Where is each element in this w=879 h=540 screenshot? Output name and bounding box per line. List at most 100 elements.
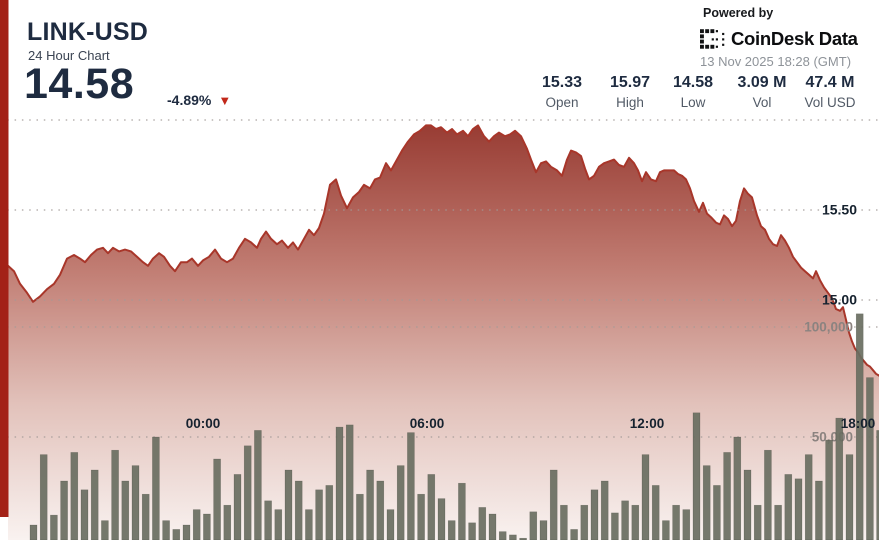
volume-bar bbox=[662, 520, 670, 540]
volume-bar bbox=[733, 436, 742, 540]
stat-label: High bbox=[616, 95, 644, 110]
stat-label: Vol bbox=[752, 95, 772, 110]
left-accent-bar bbox=[0, 0, 9, 517]
volume-bar bbox=[121, 480, 130, 540]
volume-bar bbox=[213, 458, 221, 540]
volume-bar bbox=[356, 493, 364, 540]
stat-value: 47.4 M bbox=[805, 74, 855, 91]
down-triangle-icon: ▼ bbox=[218, 92, 232, 108]
volume-bar bbox=[223, 504, 232, 540]
stat-value: 15.33 bbox=[541, 74, 583, 91]
volume-bar bbox=[784, 474, 793, 540]
volume-bar bbox=[111, 449, 119, 540]
volume-bar bbox=[315, 489, 323, 540]
volume-bar bbox=[243, 445, 252, 540]
volume-bar bbox=[407, 432, 415, 540]
volume-bar bbox=[162, 520, 170, 540]
volume-bar bbox=[386, 509, 395, 540]
volume-bar bbox=[39, 454, 48, 540]
volume-bar bbox=[345, 424, 354, 540]
volume-bar bbox=[50, 514, 58, 540]
volume-bar bbox=[876, 430, 879, 540]
volume-bar bbox=[468, 522, 476, 540]
price-line bbox=[7, 124, 879, 377]
volume-bar bbox=[90, 469, 99, 540]
volume-bar bbox=[570, 529, 578, 540]
current-price: 14.58 bbox=[24, 60, 135, 108]
volume-bar bbox=[141, 493, 150, 540]
volume-bar bbox=[192, 509, 201, 540]
volume-bar bbox=[498, 531, 507, 540]
volume-bar bbox=[264, 500, 272, 540]
stat-open: 15.33 Open bbox=[542, 74, 582, 110]
volume-bar bbox=[458, 482, 466, 540]
volume-bar bbox=[29, 524, 38, 540]
volume-bar bbox=[529, 511, 538, 540]
volume-bar bbox=[590, 489, 599, 540]
change-percent: -4.89% bbox=[167, 92, 212, 108]
volume-bar bbox=[437, 498, 446, 540]
stat-label: Vol USD bbox=[804, 95, 856, 110]
volume-bar bbox=[366, 469, 374, 540]
volume-bar bbox=[60, 480, 68, 540]
chart-subtitle: 24 Hour Chart bbox=[28, 48, 110, 63]
volume-bar bbox=[835, 417, 844, 540]
volume-bar bbox=[713, 485, 721, 540]
coindesk-brand: CoinDesk Data bbox=[700, 28, 858, 50]
volume-bar bbox=[233, 474, 242, 540]
volume-bar bbox=[325, 485, 334, 540]
stat-high: 15.97 High bbox=[610, 74, 650, 110]
volume-bar bbox=[672, 504, 680, 540]
stat-low: 14.58 Low bbox=[673, 74, 713, 110]
volume-bar bbox=[417, 493, 425, 540]
volume-bar bbox=[182, 524, 191, 540]
volume-bar bbox=[131, 465, 140, 540]
volume-bar bbox=[203, 513, 211, 540]
volume-axis-label: 100,000 bbox=[804, 320, 853, 335]
volume-bar bbox=[509, 534, 517, 540]
volume-bar bbox=[284, 469, 293, 540]
volume-bar bbox=[631, 504, 640, 540]
time-axis-label: 00:00 bbox=[186, 416, 221, 431]
volume-bar bbox=[794, 478, 803, 540]
price-axis-label: 15.00 bbox=[822, 292, 857, 308]
volume-bar bbox=[682, 509, 691, 540]
volume-bar bbox=[488, 513, 497, 540]
powered-by-label: Powered by bbox=[703, 6, 774, 20]
volume-bar bbox=[753, 504, 762, 540]
volume-bar bbox=[172, 529, 181, 540]
volume-bar bbox=[702, 465, 711, 540]
volume-bar bbox=[101, 520, 109, 540]
time-axis-label: 18:00 bbox=[841, 416, 876, 431]
volume-bar bbox=[845, 454, 854, 540]
price-axis-label: 15.50 bbox=[822, 202, 857, 218]
stat-vol: 3.09 M Vol bbox=[738, 74, 787, 110]
volume-bar bbox=[774, 504, 782, 540]
stat-value: 15.97 bbox=[609, 74, 651, 91]
volume-bar bbox=[825, 439, 833, 540]
volume-bar bbox=[866, 377, 874, 540]
volume-bar bbox=[804, 454, 813, 540]
volume-bar bbox=[611, 512, 619, 540]
volume-bar bbox=[692, 412, 701, 540]
volume-bar bbox=[305, 509, 313, 540]
volume-bar bbox=[580, 504, 589, 540]
stat-value: 14.58 bbox=[672, 74, 714, 91]
volume-bar bbox=[335, 426, 344, 540]
volume-bar bbox=[152, 436, 160, 540]
time-axis-label: 06:00 bbox=[410, 416, 445, 431]
coindesk-logo-icon bbox=[700, 28, 725, 49]
stat-vol-usd: 47.4 M Vol USD bbox=[804, 74, 855, 110]
timestamp: 13 Nov 2025 18:28 (GMT) bbox=[700, 54, 852, 69]
volume-bar bbox=[70, 452, 79, 540]
volume-bar bbox=[539, 520, 548, 540]
page-title: LINK-USD bbox=[27, 18, 149, 46]
volume-bar bbox=[478, 507, 487, 540]
volume-bar bbox=[651, 485, 660, 540]
volume-bar bbox=[641, 454, 650, 540]
volume-bar bbox=[723, 452, 731, 540]
volume-bar bbox=[254, 430, 262, 540]
stat-label: Open bbox=[545, 95, 579, 110]
